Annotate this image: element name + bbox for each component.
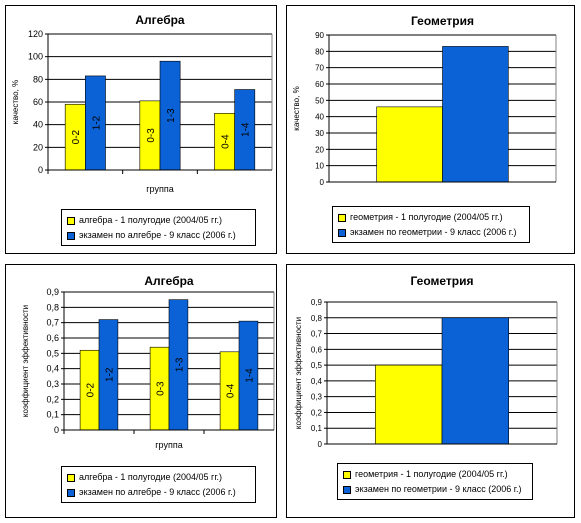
legend-label: геометрия - 1 полугодие (2004/05 гг.) xyxy=(350,212,503,222)
x-axis-label: группа xyxy=(146,184,173,194)
y-tick-label: 0 xyxy=(38,165,43,175)
y-tick-label: 0,3 xyxy=(311,393,323,402)
y-axis-label: качество, % xyxy=(11,80,20,124)
legend-item: экзамен по алгебре - 9 класс (2006 г.) xyxy=(67,228,250,243)
y-tick-label: 0,4 xyxy=(311,377,323,386)
bar-series-2 xyxy=(441,317,509,445)
y-tick-label: 0,4 xyxy=(46,364,59,374)
legend-label: экзамен по алгебре - 9 класс (2006 г.) xyxy=(79,230,236,240)
y-tick-label: 60 xyxy=(33,97,43,107)
chart-panel-geometry-efficiency: Геометрия 0 0,1 0,2 0,3 0,4 0,5 0,6 0,7 0,8 0,9 коэ… xyxy=(286,264,575,518)
chart-panel-algebra-quality: Алгебра 0 20 40 60 80 100 120 качество, % 0-2 1-2 0… xyxy=(5,5,277,254)
legend-item: экзамен по геометрии - 9 класс (2006 г.) xyxy=(343,482,527,497)
y-tick-label: 0,6 xyxy=(311,345,323,354)
x-axis-label: группа xyxy=(155,440,182,450)
legend-label: экзамен по геометрии - 9 класс (2006 г.) xyxy=(350,227,517,237)
bar-data-label: 1-2 xyxy=(91,115,102,130)
y-tick-label: 0,8 xyxy=(311,314,323,323)
legend-swatch-series-1 xyxy=(343,470,351,479)
y-tick-label: 30 xyxy=(315,129,324,138)
bar-data-label: 0-3 xyxy=(156,381,167,396)
legend-swatch-series-2 xyxy=(343,485,351,494)
y-tick-label: 0,5 xyxy=(46,348,59,358)
chart-title: Геометрия xyxy=(411,14,474,28)
y-tick-label: 0 xyxy=(320,178,325,187)
legend-item: экзамен по геометрии - 9 класс (2006 г.) xyxy=(338,225,524,240)
bar-data-label: 0-2 xyxy=(71,129,82,144)
y-tick-label: 0 xyxy=(54,425,59,435)
legend-item: геометрия - 1 полугодие (2004/05 гг.) xyxy=(343,467,527,482)
y-tick-label: 0,8 xyxy=(46,302,59,312)
legend-label: алгебра - 1 полугодие (2004/05 гг.) xyxy=(79,472,223,482)
y-axis-label: качество, % xyxy=(292,86,301,130)
legend-label: экзамен по геометрии - 9 класс (2006 г.) xyxy=(355,484,522,494)
legend-item: экзамен по алгебре - 9 класс (2006 г.) xyxy=(67,485,250,500)
chart-geometry-quality: Геометрия 0 10 20 30 40 50 60 70 80 90 качество, % xyxy=(292,14,557,187)
legend-swatch-series-2 xyxy=(67,231,75,240)
legend-item: алгебра - 1 полугодие (2004/05 гг.) xyxy=(67,213,250,228)
y-tick-label: 0,9 xyxy=(311,298,323,307)
y-tick-label: 0,6 xyxy=(46,333,59,343)
y-tick-label: 0,5 xyxy=(311,361,323,370)
y-tick-label: 0,7 xyxy=(46,318,59,328)
y-tick-label: 70 xyxy=(315,64,324,73)
legend: алгебра - 1 полугодие (2004/05 гг.) экза… xyxy=(61,209,256,246)
y-tick-label: 120 xyxy=(28,29,43,39)
y-tick-label: 40 xyxy=(315,113,324,122)
y-tick-label: 40 xyxy=(33,120,43,130)
chart-panel-algebra-efficiency: Алгебра 0 0,1 0,2 0,3 0,4 0,5 0,6 0,7 0,8 0,9 коэфф… xyxy=(5,264,277,518)
chart-panel-geometry-quality: Геометрия 0 10 20 30 40 50 60 70 80 90 качество, % … xyxy=(286,5,575,254)
bar-data-label: 0-4 xyxy=(221,134,232,149)
chart-algebra-quality: Алгебра 0 20 40 60 80 100 120 качество, % 0-2 1-2 0… xyxy=(11,13,273,194)
chart-title: Алгебра xyxy=(135,13,185,27)
legend-swatch-series-1 xyxy=(67,216,75,225)
y-tick-label: 0,9 xyxy=(46,287,59,297)
legend-swatch-series-2 xyxy=(338,228,346,237)
legend-label: алгебра - 1 полугодие (2004/05 гг.) xyxy=(79,215,223,225)
bar-data-label: 0-3 xyxy=(146,128,157,143)
bar-data-label: 1-4 xyxy=(244,368,255,383)
bar-data-label: 1-3 xyxy=(174,357,185,372)
y-tick-label: 0,1 xyxy=(46,410,59,420)
y-axis-label: коэффициент эффективности xyxy=(294,317,303,429)
chart-geometry-efficiency: Геометрия 0 0,1 0,2 0,3 0,4 0,5 0,6 0,7 0,8 0,9 коэ… xyxy=(294,274,558,449)
y-tick-label: 10 xyxy=(315,162,324,171)
legend-swatch-series-1 xyxy=(67,473,75,482)
bar-data-label: 1-3 xyxy=(166,108,177,123)
y-tick-label: 20 xyxy=(315,145,324,154)
y-tick-label: 0,1 xyxy=(311,424,323,433)
y-tick-label: 50 xyxy=(315,96,324,105)
legend-item: алгебра - 1 полугодие (2004/05 гг.) xyxy=(67,470,250,485)
bar-data-label: 1-4 xyxy=(241,122,252,137)
y-axis-label: коэффициент эффективности xyxy=(21,305,30,417)
y-tick-label: 80 xyxy=(33,74,43,84)
bar-series-2 xyxy=(442,46,509,183)
bar-series-1 xyxy=(376,106,443,183)
chart-title: Алгебра xyxy=(144,274,194,288)
y-tick-label: 90 xyxy=(315,31,324,40)
y-tick-label: 100 xyxy=(28,52,43,62)
y-tick-label: 0,7 xyxy=(311,330,323,339)
legend-swatch-series-1 xyxy=(338,213,346,222)
legend-swatch-series-2 xyxy=(67,488,75,497)
y-tick-label: 80 xyxy=(315,47,324,56)
y-tick-label: 0 xyxy=(318,440,323,449)
legend-label: экзамен по алгебре - 9 класс (2006 г.) xyxy=(79,487,236,497)
bar-data-label: 1-2 xyxy=(104,367,115,382)
legend: алгебра - 1 полугодие (2004/05 гг.) экза… xyxy=(61,466,256,503)
y-tick-label: 20 xyxy=(33,142,43,152)
legend-item: геометрия - 1 полугодие (2004/05 гг.) xyxy=(338,210,524,225)
legend: геометрия - 1 полугодие (2004/05 гг.) эк… xyxy=(332,206,530,243)
bar-series-1 xyxy=(375,364,443,445)
legend-label: геометрия - 1 полугодие (2004/05 гг.) xyxy=(355,469,508,479)
bar-data-label: 0-2 xyxy=(86,382,97,397)
y-tick-label: 0,3 xyxy=(46,379,59,389)
legend: геометрия - 1 полугодие (2004/05 гг.) эк… xyxy=(337,463,533,500)
bar-data-label: 0-4 xyxy=(226,383,237,398)
chart-algebra-efficiency: Алгебра 0 0,1 0,2 0,3 0,4 0,5 0,6 0,7 0,8 0,9 коэфф… xyxy=(21,274,275,450)
y-tick-label: 60 xyxy=(315,80,324,89)
y-tick-label: 0,2 xyxy=(311,408,323,417)
y-tick-label: 0,2 xyxy=(46,394,59,404)
chart-title: Геометрия xyxy=(410,274,473,288)
